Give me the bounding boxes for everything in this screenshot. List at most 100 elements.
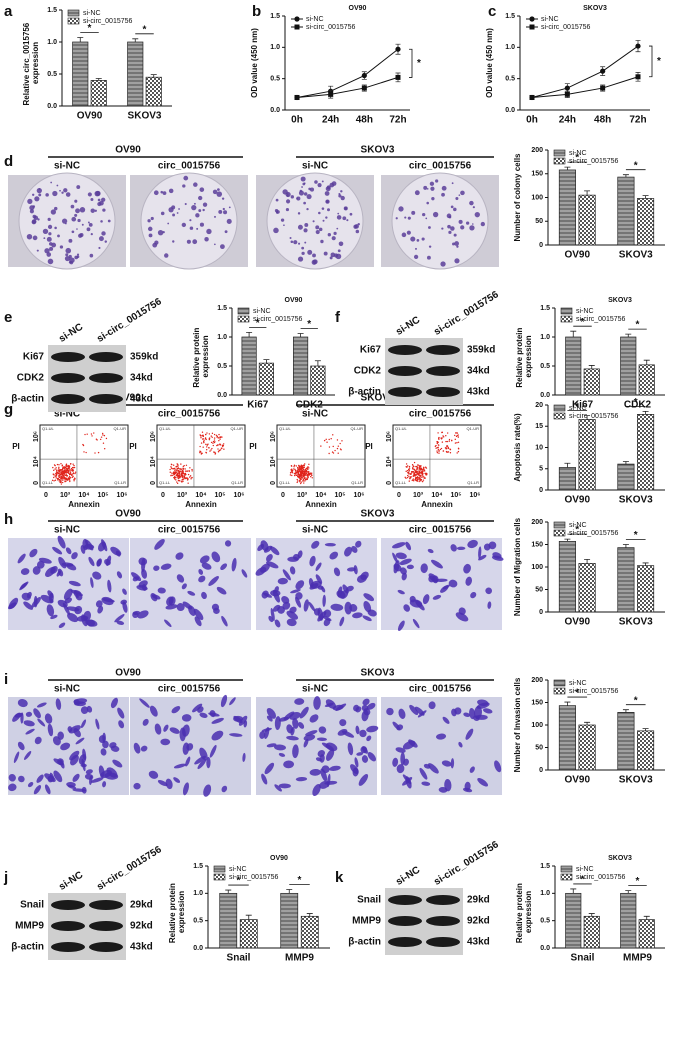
y-tick-label: 0 [539,767,543,774]
legend-label: si-NC [576,866,594,873]
panel-letter: c [488,3,496,20]
cell [164,619,172,628]
colony [480,221,485,227]
cell [463,712,471,718]
error-bar [77,37,84,42]
cell [415,600,425,611]
y-tick-label: 1.0 [47,39,57,46]
condition-label: si-NC [54,525,80,536]
flow-event [334,449,336,452]
flow-event [83,451,85,453]
flow-event [437,446,439,449]
colony [338,192,341,196]
cell [25,711,33,717]
flow-event [100,436,103,438]
y-tick-label: 1.5 [540,305,550,312]
cell [8,773,16,782]
flow-y-tick: 0 [270,481,277,485]
size-label: 92kd [130,921,153,932]
cell [485,587,493,595]
flow-event [97,451,100,454]
colony [401,232,407,238]
legend-label: si-NC [569,405,587,412]
flow-event [206,446,208,448]
flow-event [55,475,57,477]
cell [50,614,58,620]
y-tick-label: 1.5 [540,863,550,870]
flow-event [54,468,56,470]
flow-event [180,468,182,470]
colony [77,218,81,223]
error-bar [570,330,577,337]
colony [303,182,306,185]
flow-y-label: PI [129,442,137,451]
cell [142,718,149,726]
flow-event [217,451,220,453]
flow-event [306,475,309,477]
flow-event [299,477,301,480]
colony [321,207,325,210]
flow-event [73,480,75,482]
cell [44,713,53,724]
flow-event [299,468,302,471]
flow-event [182,465,185,468]
colony [300,176,306,182]
flow-event [303,473,305,476]
group-label: SKOV3 [361,145,395,156]
flow-event [448,438,451,441]
point [361,72,367,79]
flow-y-tick: 10⁴ [33,455,40,467]
cell [361,755,369,763]
flow-x-tick: 10⁶ [116,492,127,499]
colony [186,239,191,244]
cell [442,716,450,724]
cell [95,600,103,608]
y-tick-label: 0.0 [540,945,550,952]
error-bar [95,78,102,81]
cell [201,591,207,600]
colony [87,192,92,197]
point [600,68,606,74]
flow-event [417,466,419,469]
quadrant-label: Q1-UR [114,426,127,431]
cell [289,566,296,575]
cell [261,773,268,785]
colony [447,224,451,229]
cell [395,552,407,560]
flow-event [64,466,67,468]
flow-x-tick: 10⁵ [214,492,225,499]
colony [326,185,331,190]
flow-plot [276,424,366,488]
flow-event [454,442,457,444]
cell [303,734,316,741]
cell [396,764,405,774]
flow-event [418,469,420,471]
colony [431,197,435,201]
condition-label: circ_0015756 [158,409,221,420]
cell [367,702,376,710]
error-bar [150,74,157,78]
protein-label: CDK2 [354,366,382,377]
bar [578,563,596,613]
colony [435,179,439,183]
flow-event [420,471,422,474]
flow-event [418,479,420,481]
colony [346,219,349,222]
colony [413,254,419,260]
cell [392,721,401,730]
colony [88,223,93,227]
flow-event [60,483,63,485]
cell [362,698,370,706]
panel-letter: a [4,3,13,20]
cell [133,742,141,754]
colony [304,241,307,244]
y-tick-label: 0.5 [505,76,515,83]
flow-event [308,467,310,469]
flow-event [293,472,296,475]
blot-band [388,387,422,397]
cell [73,699,81,706]
colony [307,249,313,255]
colony [70,204,75,209]
colony [458,194,461,196]
y-tick-label: 1.0 [270,44,280,51]
